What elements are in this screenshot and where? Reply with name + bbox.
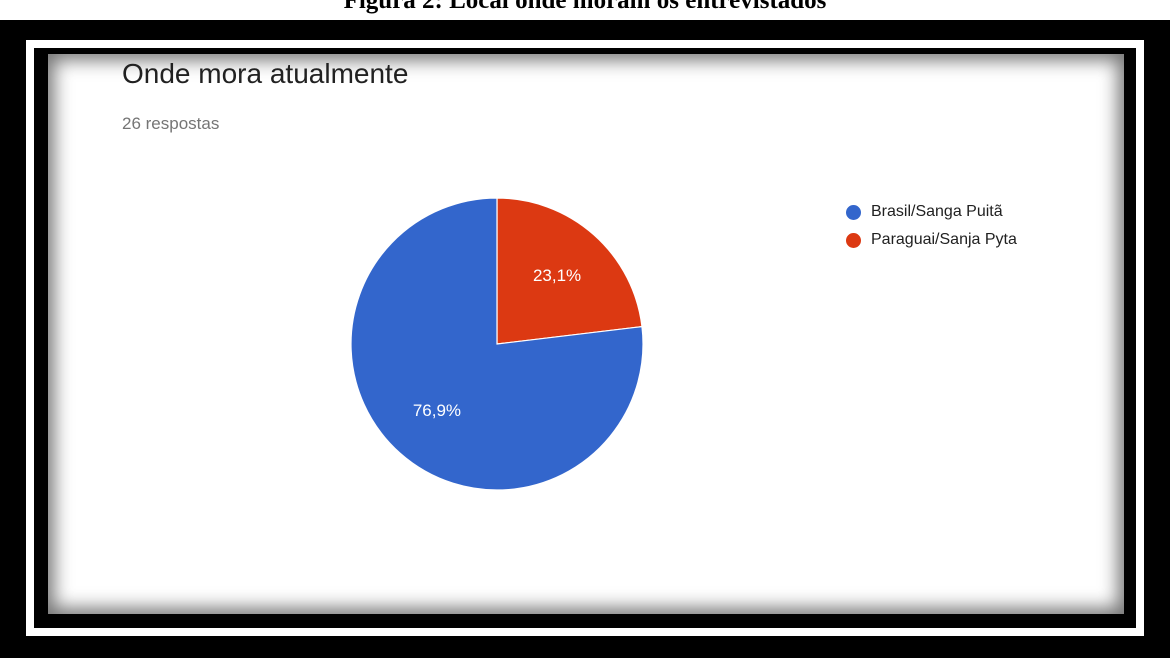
legend-label-brasil: Brasil/Sanga Puitã [871, 203, 1003, 220]
legend-item-paraguai[interactable]: Paraguai/Sanja Pyta [846, 226, 1017, 254]
figure-caption: Figura 2: Local onde moram os entrevista… [343, 0, 827, 14]
legend-swatch-paraguai [846, 232, 861, 248]
chart-legend: Brasil/Sanga Puitã Paraguai/Sanja Pyta [846, 198, 1017, 254]
pie-slice-brasil[interactable] [350, 197, 644, 491]
legend-item-brasil[interactable]: Brasil/Sanga Puitã [846, 198, 1017, 226]
pie-slice-paraguai[interactable] [496, 197, 643, 345]
chart-title: Onde mora atualmente [122, 58, 409, 89]
pie-label-brasil: 76,9% [413, 401, 461, 420]
legend-swatch-brasil [846, 204, 861, 220]
legend-label-paraguai: Paraguai/Sanja Pyta [871, 231, 1017, 248]
pie-label-paraguai: 23,1% [533, 266, 581, 285]
response-count: 26 respostas [122, 114, 220, 133]
